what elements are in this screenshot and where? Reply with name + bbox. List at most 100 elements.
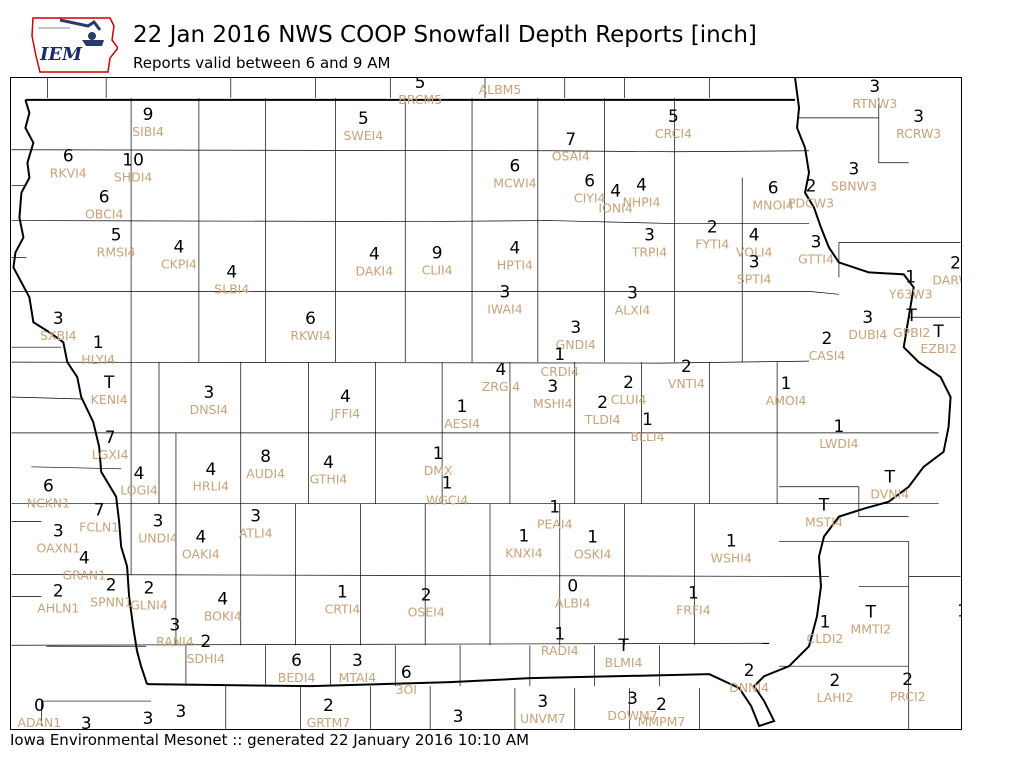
snowfall-map: 5BRCM58ALBM59SIBI45SWEI47OSAI45CRCI43RTN…	[10, 77, 962, 730]
station-id: CRCI4	[655, 126, 692, 141]
station-id: PEAI4	[537, 517, 573, 532]
station-id: CLUI4	[611, 392, 647, 407]
station-id: HRLI4	[193, 479, 230, 494]
snow-depth-value: 3	[869, 77, 880, 96]
station-id: KENI4	[91, 392, 128, 407]
station-id: IONI4	[598, 201, 632, 216]
snow-depth-value: 1	[554, 344, 565, 364]
snow-depth-value: 1	[781, 373, 792, 393]
snow-depth-value: 10	[122, 150, 144, 170]
snow-depth-value: 6	[510, 156, 521, 176]
snow-depth-value: 4	[749, 225, 760, 245]
snow-depth-value: 4	[134, 463, 145, 483]
station-id: JFFI4	[330, 406, 361, 421]
station-id: RMSI4	[97, 244, 136, 259]
station-id: DAKI4	[356, 263, 394, 278]
snow-depth-value: T	[906, 305, 918, 325]
snow-depth-value: 3	[749, 251, 760, 271]
station-id: LAHI2	[817, 690, 854, 705]
snow-depth-value: 1	[549, 497, 560, 517]
snow-depth-value: 1	[587, 527, 598, 547]
station-report: 3	[143, 708, 154, 728]
snow-depth-value: 3	[627, 688, 638, 708]
station-id: 3OI	[396, 682, 417, 697]
station-id: MSHI4	[533, 396, 573, 411]
station-id: FCLN1	[79, 520, 119, 535]
station-id: EZBI2	[920, 341, 957, 356]
station-id: LGXI4	[92, 447, 129, 462]
station-id: SWEI4	[344, 128, 384, 143]
snow-depth-value: 3	[627, 282, 638, 302]
snow-depth-value: 2	[806, 176, 817, 196]
station-id: SXBI4	[40, 328, 77, 343]
station-id: GTHI4	[310, 472, 348, 487]
station-id: ADAN1	[18, 715, 62, 730]
station-id: DNNI4	[729, 680, 769, 695]
station-id: VNTI4	[668, 376, 705, 391]
station-id: DVNI4	[870, 487, 909, 502]
page-subtitle: Reports valid between 6 and 9 AM	[133, 54, 391, 72]
snow-depth-value: 2	[902, 669, 913, 689]
station-id: FYTI4	[695, 236, 729, 251]
snow-depth-value: 3	[862, 307, 873, 327]
snow-depth-value: 1	[433, 443, 444, 463]
station-id: LWDI4	[819, 436, 858, 451]
snow-depth-value: 9	[432, 242, 443, 262]
station-id: BEDI4	[278, 670, 316, 685]
snow-depth-value: 4	[205, 459, 216, 479]
snow-depth-value: 4	[340, 386, 351, 406]
snow-depth-value: 1	[93, 332, 104, 352]
snow-depth-value: 1	[957, 600, 962, 620]
footer-credit: Iowa Environmental Mesonet :: generated …	[10, 731, 530, 749]
snow-depth-value: 5	[415, 77, 426, 92]
station-id: ZRGI4	[482, 379, 521, 394]
snow-depth-value: 2	[144, 577, 155, 597]
station-id: SBNW3	[831, 179, 877, 194]
snow-depth-value: 3	[53, 521, 64, 541]
station-id: DNSI4	[190, 402, 228, 417]
station-id: SPNN1	[90, 594, 132, 609]
snow-depth-value: 4	[369, 243, 380, 263]
snow-depth-value: 1	[337, 581, 348, 601]
snow-depth-value: 3	[153, 511, 164, 531]
snow-depth-value: 5	[668, 106, 679, 126]
snow-depth-value: 4	[610, 181, 621, 201]
station-id: CLDI2	[807, 631, 844, 646]
station-id: BRCM5	[398, 92, 442, 107]
snow-depth-value: 1	[688, 582, 699, 602]
station-id: PRCI2	[890, 689, 926, 704]
station-id: UNDI4	[138, 531, 178, 546]
snow-depth-value: 4	[195, 527, 206, 547]
station-report: 8ALBM5	[479, 78, 522, 97]
snow-depth-value: 3	[143, 708, 154, 728]
